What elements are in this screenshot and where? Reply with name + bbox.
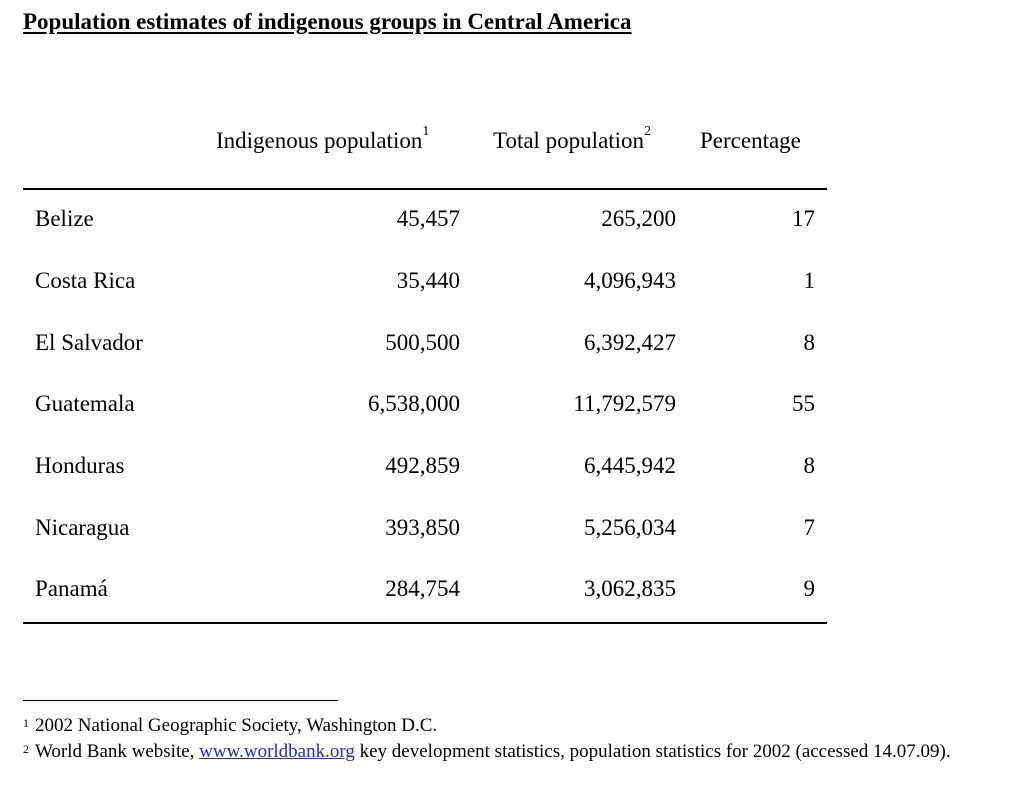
footnote-1-marker: 1 (23, 716, 29, 730)
footnote-1: 1 2002 National Geographic Society, Washi… (23, 714, 1008, 737)
cell-total: 6,392,427 (584, 330, 676, 355)
cell-percentage: 9 (803, 576, 816, 601)
footnote-1-text: 2002 National Geographic Society, Washin… (35, 715, 438, 736)
header-total-population: Total population2 (493, 124, 651, 154)
cell-total: 5,256,034 (584, 515, 676, 540)
cell-indigenous: 6,538,000 (368, 391, 460, 416)
footnote-2-text-before: World Bank website, (35, 741, 200, 762)
table-row: El Salvador 500,500 6,392,427 8 (23, 330, 827, 360)
footnote-2-text-after: key development statistics, population s… (354, 741, 951, 762)
table-row: Guatemala 6,538,000 11,792,579 55 (23, 391, 827, 421)
header-indigenous-population: Indigenous population1 (216, 124, 429, 154)
footnote-ref-2: 2 (644, 124, 652, 139)
cell-percentage: 7 (803, 515, 816, 540)
footnote-ref-1: 1 (422, 124, 430, 139)
cell-indigenous: 35,440 (396, 268, 460, 293)
cell-percentage: 55 (792, 391, 815, 416)
cell-country: Guatemala (35, 391, 135, 416)
cell-total: 11,792,579 (573, 391, 676, 416)
footnote-separator (23, 700, 338, 701)
cell-indigenous: 500,500 (385, 330, 460, 355)
cell-country: Costa Rica (35, 268, 136, 293)
footnote-2: 2 World Bank website, www.worldbank.org k… (23, 740, 1008, 763)
header-indigenous-label: Indigenous population (216, 128, 423, 153)
cell-total: 6,445,942 (584, 453, 676, 478)
cell-percentage: 8 (803, 330, 816, 355)
cell-indigenous: 45,457 (396, 206, 460, 231)
table-row: Nicaragua 393,850 5,256,034 7 (23, 515, 827, 545)
cell-percentage: 8 (803, 453, 816, 478)
table-row: Honduras 492,859 6,445,942 8 (23, 453, 827, 483)
table-top-rule (23, 188, 827, 190)
cell-country: El Salvador (35, 330, 143, 355)
worldbank-link[interactable]: www.worldbank.org (199, 741, 355, 762)
cell-percentage: 1 (803, 268, 816, 293)
cell-total: 265,200 (601, 206, 676, 231)
cell-country: Honduras (35, 453, 125, 478)
cell-country: Panamá (35, 576, 108, 601)
table-row: Costa Rica 35,440 4,096,943 1 (23, 268, 827, 298)
cell-indigenous: 492,859 (385, 453, 460, 478)
table-row: Belize 45,457 265,200 17 (23, 206, 827, 236)
footnote-2-marker: 2 (23, 742, 29, 756)
cell-total: 3,062,835 (584, 576, 676, 601)
cell-country: Nicaragua (35, 515, 130, 540)
table-row: Panamá 284,754 3,062,835 9 (23, 576, 827, 606)
cell-percentage: 17 (792, 206, 815, 231)
page-title: Population estimates of indigenous group… (23, 9, 632, 34)
cell-total: 4,096,943 (584, 268, 676, 293)
header-percentage: Percentage (700, 128, 801, 153)
cell-country: Belize (35, 206, 94, 231)
table-bottom-rule (23, 622, 827, 624)
header-total-label: Total population (493, 128, 645, 153)
cell-indigenous: 284,754 (385, 576, 460, 601)
cell-indigenous: 393,850 (385, 515, 460, 540)
